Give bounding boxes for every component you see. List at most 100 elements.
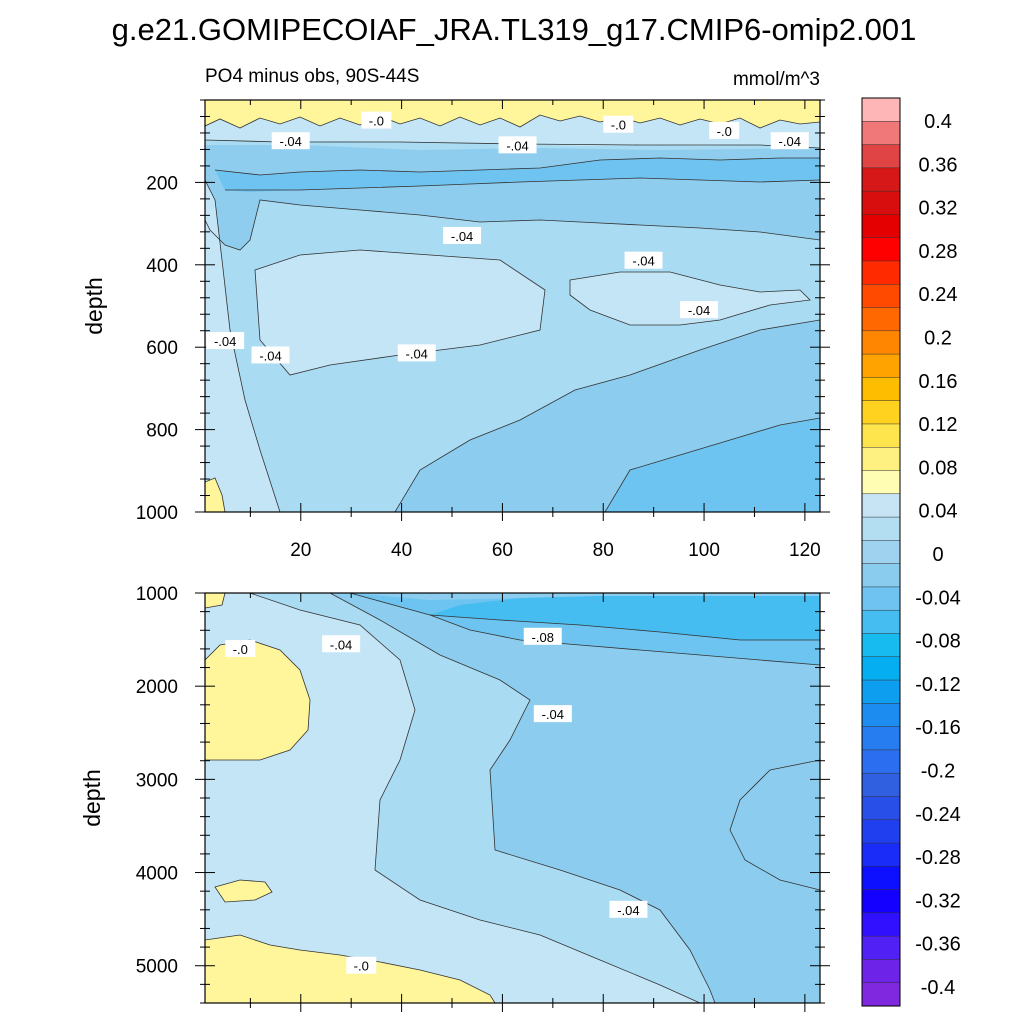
colorbar-swatch [861,819,901,844]
axis-ticks-upper: 20 40 60 80 100 120 200 400 600 800 1000 [136,99,830,561]
panel-left-label: PO4 minus obs, 90S-44S [205,66,419,87]
colorbar-swatch [861,237,901,262]
contour-label: -.0 [709,121,740,139]
contour-label: -.04 [770,132,809,150]
contour-fill-positive-upper-left [205,640,310,760]
colorbar-label: -0.12 [915,674,961,696]
colorbar-label: -0.4 [921,977,955,999]
contour-label: -.04 [624,251,663,269]
contour-label-text: -.0 [354,959,369,974]
contour-fill-deeper-band [605,418,820,512]
contour-label-box [346,956,377,974]
y-tick-label: 200 [146,173,178,194]
colorbar-label: 0.12 [919,414,958,436]
contour-label: -.04 [251,346,290,364]
y-tick-label: 400 [146,256,178,277]
contour-label: -.04 [271,132,310,150]
colorbar-swatch [861,377,901,402]
plot-frame-upper [204,99,821,513]
contour-label-text: -.04 [688,303,710,318]
contour-fill-surface-positive [205,100,820,128]
contour-label-text: -.04 [259,348,281,363]
contour-fill-positive-blob [215,880,272,902]
colorbar-swatch [861,214,901,239]
colorbar-swatch [861,935,901,960]
y-axis-label-lower: depth [79,769,105,827]
colorbar-swatch [861,353,901,378]
colorbar-label: 0.16 [919,371,958,393]
contour-label-text: -.04 [451,229,473,244]
colorbar-label: 0.2 [924,328,952,350]
contour-field-upper [205,100,820,512]
colorbar-swatch [861,260,901,285]
contour-fill-left-wedge [205,180,280,512]
colorbar-label: -0.2 [921,761,955,783]
colorbar-swatch [861,307,901,332]
contour-fill-mid-region-right [570,272,810,325]
colorbar-swatch [861,982,901,1007]
contour-label-text: -.04 [506,138,528,153]
contour-fill-corner-positive [205,478,225,512]
contour-label-text: -.04 [406,346,428,361]
contour-fill-thermocline [215,158,820,192]
contour-label-box [609,900,648,918]
colorbar-swatch [861,400,901,425]
contour-label: -.04 [498,136,537,154]
colorbar-swatch [861,703,901,728]
contour-label: -.0 [225,639,256,657]
colorbar-frame [861,97,901,1007]
colorbar-label: 0 [932,544,943,566]
colorbar-swatch [861,633,901,658]
contour-label: -.04 [443,226,482,244]
x-tick-label: 80 [593,540,614,561]
colorbar-label: -0.16 [915,717,961,739]
y-tick-label: 3000 [136,770,178,791]
colorbar-swatch [861,167,901,192]
colorbar-swatch [861,121,901,146]
y-tick-label: 5000 [136,957,178,978]
contour-label-text: -.0 [369,114,384,129]
y-tick-label: 1000 [136,503,178,524]
colorbar-swatch [861,493,901,518]
contour-label-box [251,346,290,364]
contour-label-box [206,332,245,350]
contour-labels-upper: -.0 -.04 -.04 -.0 -.0 -.04 -.04 -.04 -.04 -.04 -.0… [206,111,809,364]
x-tick-label: 40 [391,540,412,561]
contour-fill-mid-region [255,250,545,375]
x-tick-label: 100 [688,540,720,561]
contour-label-text: -.0 [233,642,248,657]
contour-label: -.04 [397,344,436,362]
y-tick-label: 800 [146,421,178,442]
colorbar-label: -0.32 [915,890,961,912]
colorbar-swatch [861,330,901,355]
colorbar-swatch [861,97,901,122]
colorbar-swatch [861,866,901,891]
contour-label: -.08 [523,627,562,645]
colorbar-swatch [861,563,901,588]
contour-label-box [443,226,482,244]
contour-label-text: -.04 [617,903,639,918]
contour-label-text: -.08 [532,630,554,645]
x-tick-label: 20 [290,540,311,561]
colorbar-swatch [861,656,901,681]
colorbar-swatch [861,796,901,821]
colorbar-swatch [861,842,901,867]
contour-label-box [322,635,361,653]
panel-upper: PO4 minus obs, 90S-44S mmol/m^3 [81,66,830,561]
contour-label-box [397,344,436,362]
axis-ticks-lower: 1000 2000 3000 4000 5000 [136,584,830,1012]
colorbar-swatch [861,446,901,472]
contour-label: -.04 [680,301,719,319]
contour-label-box [770,132,809,150]
contour-label-text: -.04 [542,707,564,722]
colorbar-swatch [861,679,901,704]
y-tick-label: 1000 [136,584,178,605]
x-tick-label: 120 [789,540,821,561]
x-tick-label: 60 [492,540,513,561]
colorbar-swatch [861,423,901,448]
colorbar-swatch [861,516,901,541]
contour-label: -.04 [322,635,361,653]
contour-label-box [680,301,719,319]
colorbar-swatch [861,144,901,169]
contour-label-text: -.04 [779,134,801,149]
